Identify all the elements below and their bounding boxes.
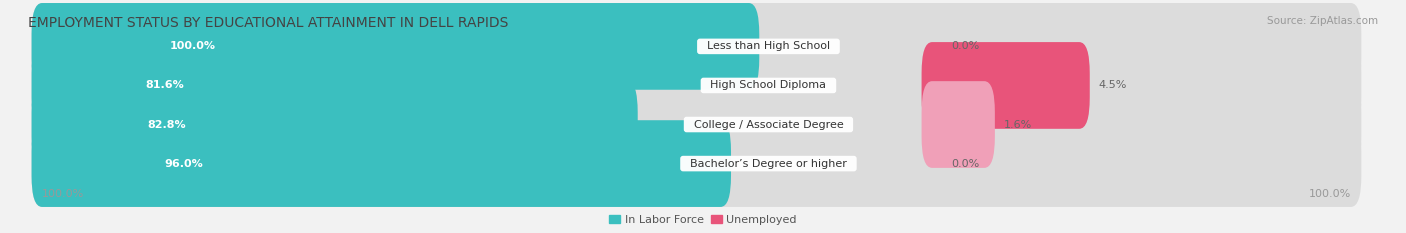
Legend: In Labor Force, Unemployed: In Labor Force, Unemployed <box>605 210 801 229</box>
Text: 100.0%: 100.0% <box>169 41 215 51</box>
Text: 82.8%: 82.8% <box>148 120 186 130</box>
Text: EMPLOYMENT STATUS BY EDUCATIONAL ATTAINMENT IN DELL RAPIDS: EMPLOYMENT STATUS BY EDUCATIONAL ATTAINM… <box>28 16 509 30</box>
Text: High School Diploma: High School Diploma <box>703 80 834 90</box>
FancyBboxPatch shape <box>31 42 630 129</box>
FancyBboxPatch shape <box>31 42 1361 129</box>
Text: 4.5%: 4.5% <box>1099 80 1128 90</box>
FancyBboxPatch shape <box>921 81 995 168</box>
FancyBboxPatch shape <box>31 120 1361 207</box>
FancyBboxPatch shape <box>31 120 731 207</box>
FancyBboxPatch shape <box>31 3 759 90</box>
Text: Bachelor’s Degree or higher: Bachelor’s Degree or higher <box>683 159 853 169</box>
Text: Source: ZipAtlas.com: Source: ZipAtlas.com <box>1267 16 1378 26</box>
Text: 0.0%: 0.0% <box>952 41 980 51</box>
Text: 81.6%: 81.6% <box>146 80 184 90</box>
Text: 1.6%: 1.6% <box>1004 120 1032 130</box>
FancyBboxPatch shape <box>31 81 1361 168</box>
Text: Less than High School: Less than High School <box>700 41 837 51</box>
FancyBboxPatch shape <box>921 42 1090 129</box>
Text: 0.0%: 0.0% <box>952 159 980 169</box>
Text: 96.0%: 96.0% <box>165 159 202 169</box>
Text: 100.0%: 100.0% <box>1309 189 1351 199</box>
FancyBboxPatch shape <box>31 81 638 168</box>
FancyBboxPatch shape <box>31 3 1361 90</box>
Text: College / Associate Degree: College / Associate Degree <box>686 120 851 130</box>
Text: 100.0%: 100.0% <box>42 189 84 199</box>
